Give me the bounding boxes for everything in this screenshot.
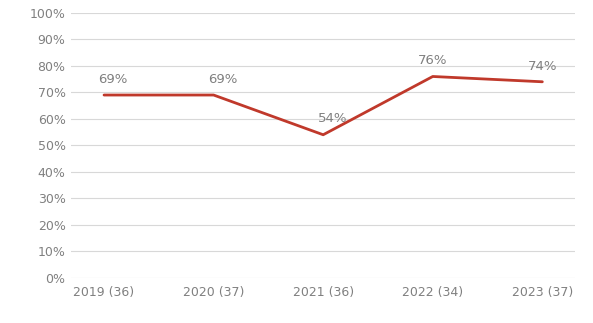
Text: 54%: 54%: [318, 112, 347, 126]
Text: 69%: 69%: [98, 73, 128, 86]
Text: 76%: 76%: [418, 54, 448, 67]
Text: 74%: 74%: [528, 59, 557, 73]
Text: 69%: 69%: [208, 73, 238, 86]
